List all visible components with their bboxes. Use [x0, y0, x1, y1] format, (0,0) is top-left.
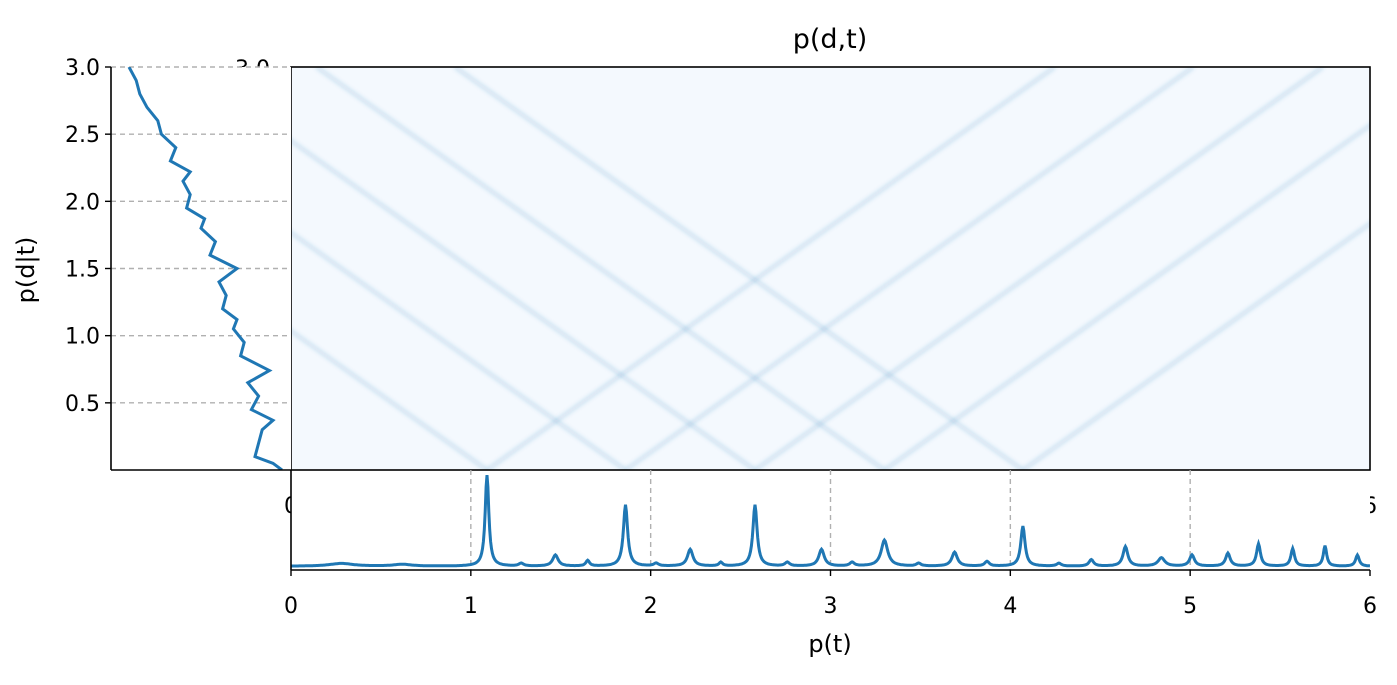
bottom-x-tick-label: 3 — [824, 594, 838, 619]
left-y-axis-label: p(d|t) — [12, 237, 40, 304]
left-y-tick-label: 2.0 — [65, 190, 100, 215]
heatmap-diagonal-ridge — [486, 67, 1056, 470]
bottom-marginal-panel: 0 1 2 3 4 5 6 p(t) — [284, 470, 1377, 658]
bottom-gridlines — [470, 470, 1191, 570]
heatmap-diagonal-ridge — [291, 138, 756, 470]
left-y-tick-label: 1.0 — [65, 325, 100, 350]
heatmap-marks — [291, 67, 1370, 470]
bottom-marginal-line — [291, 474, 1370, 568]
heatmap-diagonal-ridge — [454, 67, 1024, 470]
heatmap-diagonal-ridge — [291, 329, 488, 470]
heatmap-diagonal-ridge — [754, 67, 1324, 470]
bottom-x-tick-label: 6 — [1363, 594, 1377, 619]
heatmap-panel: p(d,t) 3.0 0 6 — [235, 24, 1377, 519]
heatmap-title: p(d,t) — [793, 24, 868, 55]
left-gridlines — [111, 66, 291, 404]
left-y-ticks: 0.5 1.0 1.5 2.0 2.5 3.0 — [65, 56, 111, 417]
bottom-x-ticks: 0 1 2 3 4 5 6 — [284, 570, 1377, 619]
bottom-x-axis-label: p(t) — [808, 630, 851, 658]
heatmap-background — [291, 67, 1370, 470]
heatmap-diagonal-ridge — [883, 123, 1370, 470]
left-marginal-panel: 0.5 1.0 1.5 2.0 2.5 3.0 p(d|t) — [12, 56, 291, 471]
left-y-tick-label: 1.5 — [65, 258, 100, 283]
heatmap-diagonal-ridge — [1022, 221, 1370, 470]
left-marginal-line — [127, 67, 283, 470]
left-y-tick-label: 2.5 — [65, 123, 100, 148]
bottom-x-tick-label: 2 — [644, 594, 658, 619]
bottom-x-tick-label: 5 — [1183, 594, 1197, 619]
left-y-tick-label: 0.5 — [65, 392, 100, 417]
bottom-x-tick-label: 4 — [1003, 594, 1017, 619]
heatmap-diagonal-ridge — [291, 230, 627, 470]
bottom-x-tick-label: 1 — [464, 594, 478, 619]
heatmap-diagonal-ridge — [624, 67, 1195, 470]
left-y-tick-label: 3.0 — [65, 56, 100, 81]
heatmap-diagonal-ridge — [315, 67, 886, 470]
bottom-x-tick-label: 0 — [284, 594, 298, 619]
